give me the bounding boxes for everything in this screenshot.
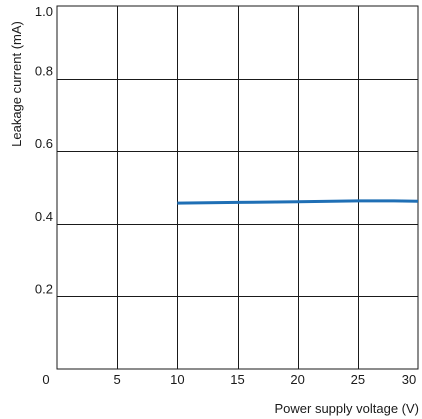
series-layer bbox=[177, 199, 419, 205]
x-tick-label: 30 bbox=[402, 372, 416, 387]
y-tick-label: 0.6 bbox=[35, 136, 53, 151]
y-tick-labels: 0.2 0.4 0.6 0.8 1.0 bbox=[35, 4, 53, 296]
series-line bbox=[177, 199, 419, 205]
y-tick-label: 0.8 bbox=[35, 64, 53, 79]
x-tick-label: 20 bbox=[290, 372, 304, 387]
x-tick-label: 5 bbox=[114, 372, 121, 387]
y-tick-label: 0.2 bbox=[35, 281, 53, 296]
x-axis-label: Power supply voltage (V) bbox=[274, 401, 419, 416]
x-tick-labels: 0 5 10 15 20 25 30 bbox=[42, 372, 416, 387]
y-axis-label: Leakage current (mA) bbox=[9, 21, 24, 147]
x-tick-label: 10 bbox=[170, 372, 184, 387]
x-tick-label: 15 bbox=[230, 372, 244, 387]
y-tick-label: 1.0 bbox=[35, 4, 53, 19]
x-tick-label: 25 bbox=[351, 372, 365, 387]
plot-area bbox=[56, 5, 419, 370]
x-tick-label: 0 bbox=[42, 372, 49, 387]
y-tick-label: 0.4 bbox=[35, 209, 53, 224]
grid bbox=[57, 6, 418, 369]
